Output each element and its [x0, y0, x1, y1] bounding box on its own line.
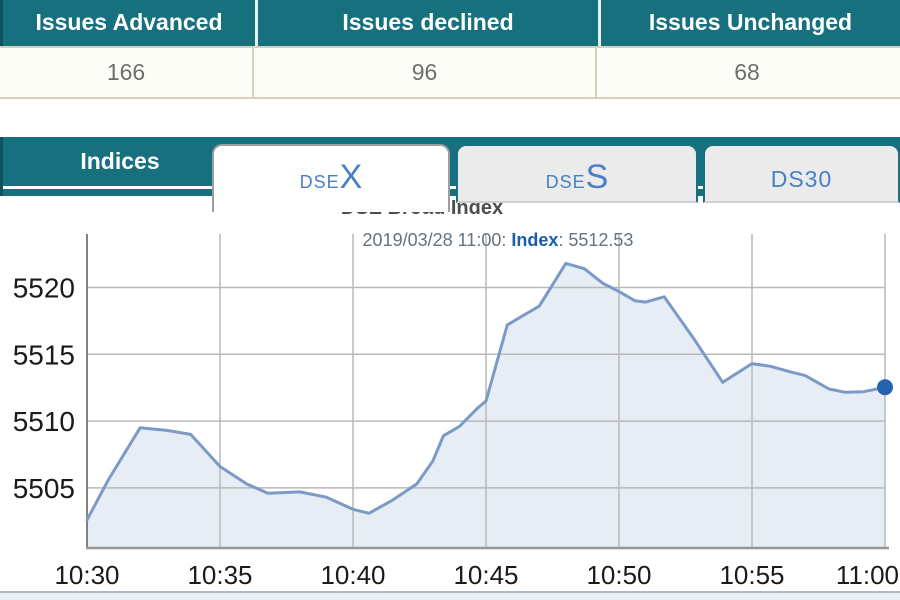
tab-ds30[interactable]: DS30 [703, 144, 900, 203]
chart-subtitle-datetime: 2019/03/28 11:00: [362, 230, 512, 250]
y-tick-label: 5520 [13, 272, 75, 303]
issues-summary-header: Issues Advanced Issues declined Issues U… [0, 0, 900, 46]
issues-declined-value: 96 [252, 48, 595, 97]
tab-dsex-label-big: X [339, 158, 363, 196]
x-tick-label: 10:35 [187, 560, 252, 590]
tab-dses[interactable]: DSE S [456, 144, 698, 203]
x-tick-label: 10:55 [719, 560, 784, 590]
x-tick-label: 11:00 [836, 560, 899, 590]
issues-declined-header: Issues declined [255, 0, 598, 46]
issues-summary-values: 166 96 68 [0, 46, 900, 99]
chart-subtitle: 2019/03/28 11:00: Index: 5512.53 [48, 230, 900, 251]
x-tick-label: 10:50 [586, 560, 651, 590]
chart-subtitle-index-label: Index [511, 230, 559, 250]
x-tick-label: 10:30 [54, 560, 119, 590]
issues-unchanged-header: Issues Unchanged [598, 0, 900, 46]
issues-unchanged-value: 68 [595, 48, 897, 97]
tab-dses-label-small: DSE [545, 172, 586, 192]
y-tick-label: 5515 [13, 339, 75, 370]
chart-subtitle-index-value: : 5512.53 [558, 230, 634, 250]
tab-dses-label-big: S [585, 158, 609, 196]
y-tick-label: 5510 [13, 406, 75, 437]
x-tick-label: 10:45 [453, 560, 518, 590]
bottom-separator-strip [0, 591, 900, 600]
tab-dsex-label-small: DSE [299, 172, 340, 192]
issues-advanced-header: Issues Advanced [35, 9, 223, 35]
x-tick-label: 10:40 [320, 560, 385, 590]
series-line [85, 261, 887, 522]
y-tick-label: 5505 [13, 473, 75, 504]
last-point-marker [877, 379, 893, 396]
indices-panel-label[interactable]: Indices [80, 148, 160, 174]
tab-ds30-label: DS30 [770, 166, 833, 192]
issues-advanced-value: 166 [106, 59, 146, 85]
tab-dsex[interactable]: DSE X [212, 144, 450, 212]
